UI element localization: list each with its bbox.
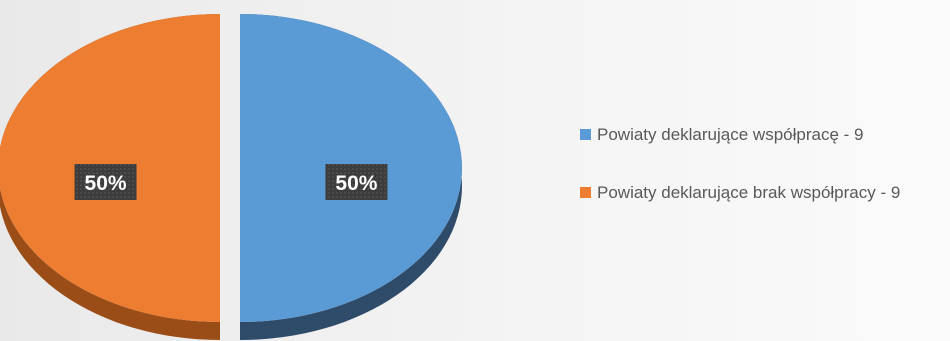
pie-slices xyxy=(0,14,462,340)
chart-legend: Powiaty deklarujące współpracę - 9 Powia… xyxy=(580,124,940,204)
pie-data-labels: 50% 50% xyxy=(74,164,388,200)
legend-label-no-cooperation: Powiaty deklarujące brak współpracy - 9 xyxy=(597,183,901,202)
legend-swatch-orange xyxy=(580,187,591,198)
legend-label-cooperation: Powiaty deklarujące współpracę - 9 xyxy=(597,125,864,144)
data-label-0: 50% xyxy=(335,172,377,195)
data-label-bg-1 xyxy=(74,164,137,200)
legend-item-cooperation: Powiaty deklarujące współpracę - 9 xyxy=(580,124,940,146)
legend-item-no-cooperation: Powiaty deklarujące brak współpracy - 9 xyxy=(580,182,940,204)
data-label-1: 50% xyxy=(85,172,127,195)
legend-swatch-blue xyxy=(580,129,591,140)
data-label-bg-0 xyxy=(325,164,388,200)
